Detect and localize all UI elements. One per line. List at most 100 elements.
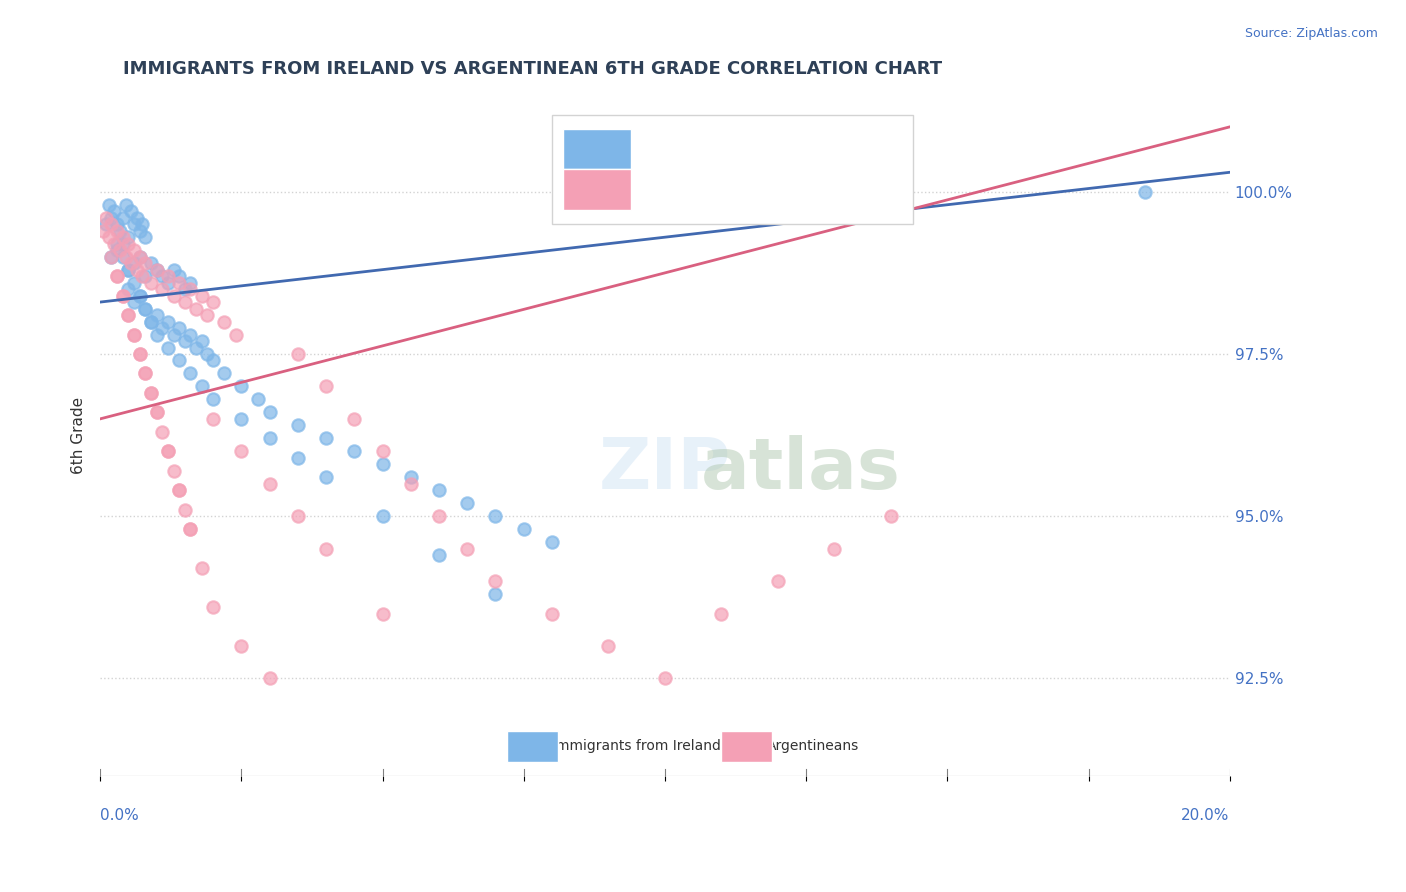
Point: [134, 301, 156, 316]
Point: [399, 470, 422, 484]
Point: [371, 444, 394, 458]
Point: [202, 600, 225, 615]
Point: [111, 236, 134, 251]
Point: [139, 314, 162, 328]
Point: [103, 236, 125, 251]
Point: [108, 224, 131, 238]
Point: [111, 250, 134, 264]
Point: [128, 224, 150, 238]
Point: [111, 288, 134, 302]
Point: [114, 250, 136, 264]
Point: [128, 288, 150, 302]
Y-axis label: 6th Grade: 6th Grade: [72, 397, 86, 474]
Point: [191, 561, 214, 575]
Point: [94, 217, 117, 231]
Text: R = 0.495   N = 81: R = 0.495 N = 81: [631, 178, 801, 195]
Point: [131, 269, 153, 284]
Point: [122, 217, 145, 231]
Point: [259, 672, 281, 686]
Point: [162, 288, 184, 302]
Text: ZIP: ZIP: [599, 434, 731, 504]
Point: [880, 509, 903, 524]
Point: [100, 250, 122, 264]
Point: [128, 288, 150, 302]
Point: [191, 334, 214, 348]
Point: [156, 341, 179, 355]
Point: [179, 522, 201, 536]
Point: [179, 522, 201, 536]
Point: [114, 198, 136, 212]
Point: [131, 217, 153, 231]
Point: [484, 509, 506, 524]
Point: [105, 243, 128, 257]
Point: [484, 574, 506, 588]
Point: [315, 470, 337, 484]
Text: 0.0%: 0.0%: [100, 808, 139, 823]
Point: [197, 347, 219, 361]
Point: [145, 405, 167, 419]
Point: [173, 282, 195, 296]
Point: [167, 321, 190, 335]
Point: [139, 256, 162, 270]
Point: [145, 262, 167, 277]
Point: [512, 522, 534, 536]
Point: [162, 464, 184, 478]
Point: [766, 574, 789, 588]
Point: [105, 224, 128, 238]
Point: [134, 269, 156, 284]
Point: [111, 230, 134, 244]
Point: [231, 412, 253, 426]
Point: [225, 327, 247, 342]
Point: [145, 262, 167, 277]
Point: [117, 282, 139, 296]
Point: [541, 607, 564, 621]
Text: Argentineans: Argentineans: [766, 739, 859, 754]
Point: [156, 269, 179, 284]
Point: [117, 262, 139, 277]
Point: [214, 314, 236, 328]
Point: [287, 418, 309, 433]
Point: [122, 327, 145, 342]
Point: [122, 327, 145, 342]
FancyBboxPatch shape: [506, 731, 558, 762]
Point: [128, 250, 150, 264]
Point: [105, 217, 128, 231]
Point: [654, 672, 676, 686]
Point: [191, 379, 214, 393]
Point: [202, 353, 225, 368]
Point: [97, 230, 120, 244]
Point: [134, 367, 156, 381]
Point: [541, 535, 564, 549]
Point: [287, 509, 309, 524]
Point: [167, 276, 190, 290]
Point: [117, 230, 139, 244]
Point: [823, 541, 845, 556]
Point: [191, 288, 214, 302]
Point: [139, 314, 162, 328]
Point: [202, 412, 225, 426]
Point: [287, 347, 309, 361]
FancyBboxPatch shape: [553, 115, 914, 224]
Point: [128, 250, 150, 264]
Point: [91, 224, 114, 238]
Point: [94, 211, 117, 225]
Point: [247, 392, 270, 407]
Point: [231, 379, 253, 393]
Point: [139, 385, 162, 400]
Point: [134, 367, 156, 381]
Point: [1133, 185, 1156, 199]
Point: [134, 256, 156, 270]
Point: [710, 607, 733, 621]
Text: Source: ZipAtlas.com: Source: ZipAtlas.com: [1244, 27, 1378, 40]
Point: [456, 541, 478, 556]
Point: [120, 204, 142, 219]
Text: 20.0%: 20.0%: [1181, 808, 1230, 823]
Point: [145, 405, 167, 419]
Point: [134, 301, 156, 316]
Point: [117, 262, 139, 277]
Point: [111, 211, 134, 225]
Point: [156, 276, 179, 290]
Point: [150, 282, 173, 296]
Point: [103, 204, 125, 219]
Point: [167, 483, 190, 498]
